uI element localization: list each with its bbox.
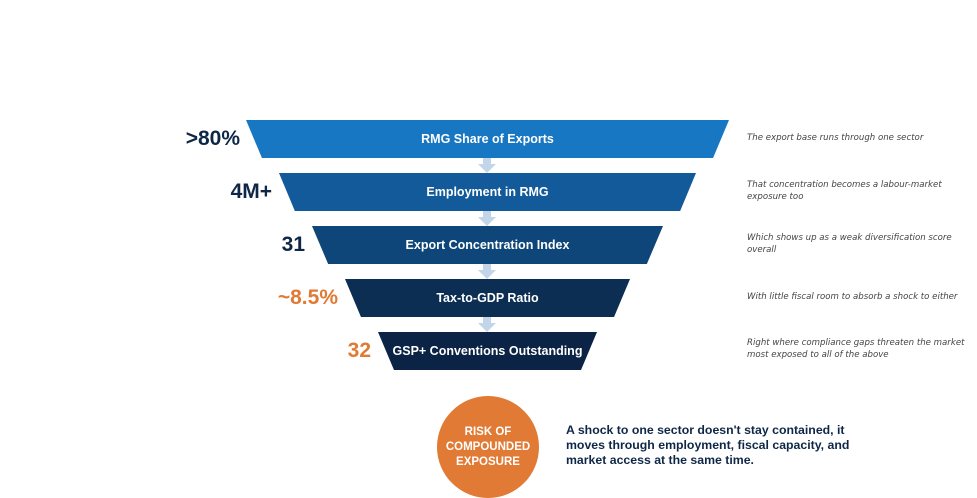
funnel-layer-label: GSP+ Conventions Outstanding: [392, 344, 583, 358]
note-tax-to-gdp: With little fiscal room to absorb a shoc…: [747, 292, 958, 302]
funnel-layer-tax-to-gdp: Tax-to-GDP Ratio: [345, 279, 630, 317]
funnel-layer-gsp-conventions: GSP+ Conventions Outstanding: [378, 332, 597, 370]
funnel-layer-label: Export Concentration Index: [405, 238, 570, 252]
down-arrow-icon: [478, 158, 496, 173]
note-gsp-conventions: Right where compliance gaps threaten the…: [747, 338, 965, 360]
metric-concentration-index: 31: [281, 233, 305, 256]
note-rmg-share: The export base runs through one sector: [747, 133, 924, 143]
funnel-layer-label: Tax-to-GDP Ratio: [436, 291, 539, 305]
down-arrow-icon: [478, 317, 496, 332]
risk-circle: RISK OF COMPOUNDED EXPOSURE: [437, 396, 539, 498]
down-arrow-icon: [478, 211, 496, 226]
funnel-layer-label: Employment in RMG: [426, 185, 549, 199]
risk-circle-label: RISK OF COMPOUNDED EXPOSURE: [445, 425, 531, 468]
metric-employment: 4M+: [230, 180, 272, 203]
funnel-layer-employment: Employment in RMG: [279, 173, 696, 211]
note-concentration-index: Which shows up as a weak diversification…: [747, 233, 952, 255]
metric-tax-to-gdp: ~8.5%: [277, 286, 338, 309]
funnel-layer-label: RMG Share of Exports: [421, 132, 554, 146]
note-employment: That concentration becomes a labour-mark…: [747, 180, 942, 202]
funnel-layer-concentration-index: Export Concentration Index: [312, 226, 663, 264]
funnel-layer-rmg-share: RMG Share of Exports: [246, 120, 729, 158]
conclusion-text: A shock to one sector doesn't stay conta…: [566, 423, 850, 467]
metric-gsp-conventions: 32: [347, 339, 371, 362]
down-arrow-icon: [478, 264, 496, 279]
metric-rmg-share: >80%: [185, 127, 240, 150]
